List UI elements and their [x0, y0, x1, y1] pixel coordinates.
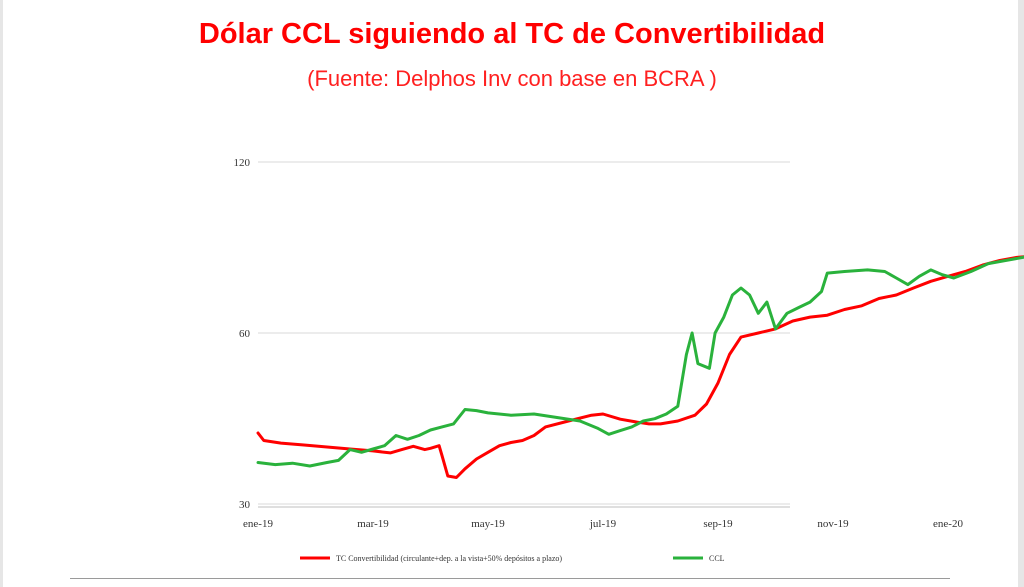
x-tick-label: ene-19: [243, 518, 273, 530]
left-frame-border: [0, 0, 3, 587]
x-tick-label: ene-20: [933, 518, 963, 530]
x-tick-label: may-19: [471, 518, 505, 530]
y-tick-label: 120: [234, 157, 251, 169]
right-frame-border: [1018, 0, 1024, 587]
x-tick-label: jul-19: [589, 518, 617, 530]
y-tick-label: 60: [239, 328, 251, 340]
legend-label: TC Convertibilidad (circulante+dep. a la…: [336, 554, 562, 563]
chart-subtitle: (Fuente: Delphos Inv con base en BCRA ): [307, 66, 717, 91]
chart-title: Dólar CCL siguiendo al TC de Convertibil…: [198, 18, 826, 50]
x-tick-label: mar-19: [357, 518, 389, 530]
bottom-divider: [70, 578, 950, 579]
x-tick-label: nov-19: [817, 518, 849, 530]
series-line-tc-convertibilidad: [256, 255, 1024, 479]
x-tick-label: sep-19: [703, 518, 733, 530]
y-tick-label: 30: [239, 499, 251, 511]
series-line-ccl: [256, 255, 1024, 468]
legend-label: CCL: [709, 554, 725, 563]
